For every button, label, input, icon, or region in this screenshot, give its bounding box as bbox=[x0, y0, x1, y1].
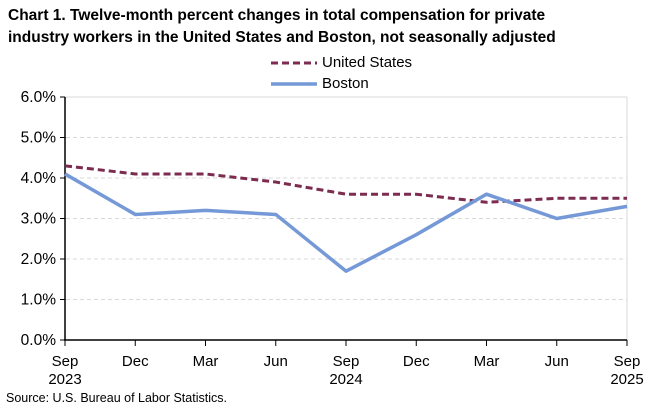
x-label-year: 2023 bbox=[48, 371, 81, 385]
svg-text:3.0%: 3.0% bbox=[21, 211, 57, 228]
legend-item-boston: Boston bbox=[271, 75, 412, 92]
legend-label: United States bbox=[322, 54, 413, 71]
chart-title-line1: Chart 1. Twelve-month percent changes in… bbox=[8, 7, 546, 24]
chart-area: 0.0% 1.0% 2.0% 3.0% 4.0% 5.0% 6.0% Sep 2023 Dec Ma… bbox=[0, 85, 668, 385]
legend-swatch-line bbox=[271, 61, 317, 64]
source-note: Source: U.S. Bureau of Labor Statistics. bbox=[6, 391, 227, 405]
series-line-boston bbox=[64, 172, 628, 273]
chart-title: Chart 1. Twelve-month percent changes in… bbox=[8, 5, 664, 49]
x-label-month: Sep bbox=[333, 353, 360, 370]
series-line-united-states bbox=[64, 164, 627, 204]
gridlines bbox=[66, 137, 627, 300]
chart-legend: United States Boston bbox=[271, 54, 412, 92]
x-label-month: Jun bbox=[545, 353, 569, 370]
x-label-month: Sep bbox=[52, 353, 79, 370]
legend-label: Boston bbox=[322, 75, 369, 92]
x-label-month: Mar bbox=[193, 353, 219, 370]
svg-text:6.0%: 6.0% bbox=[21, 89, 57, 106]
svg-text:0.0%: 0.0% bbox=[21, 332, 57, 349]
svg-text:2.0%: 2.0% bbox=[21, 251, 57, 268]
chart-title-line2: industry workers in the United States an… bbox=[8, 29, 556, 46]
legend-item-united-states: United States bbox=[271, 54, 412, 71]
svg-text:4.0%: 4.0% bbox=[21, 170, 57, 187]
x-axis-ticks bbox=[64, 340, 628, 346]
x-label-year: 2024 bbox=[329, 371, 362, 385]
x-label-month: Jun bbox=[264, 353, 288, 370]
x-label-month: Mar bbox=[474, 353, 500, 370]
x-label-year: 2025 bbox=[610, 371, 643, 385]
y-axis-labels: 0.0% 1.0% 2.0% 3.0% 4.0% 5.0% 6.0% bbox=[21, 89, 57, 349]
x-label-month: Sep bbox=[614, 353, 641, 370]
svg-text:1.0%: 1.0% bbox=[21, 292, 57, 309]
x-label-month: Dec bbox=[122, 353, 149, 370]
legend-swatch-line bbox=[271, 81, 317, 86]
y-axis-ticks bbox=[60, 96, 65, 341]
svg-text:5.0%: 5.0% bbox=[21, 130, 57, 147]
x-label-month: Dec bbox=[403, 353, 430, 370]
